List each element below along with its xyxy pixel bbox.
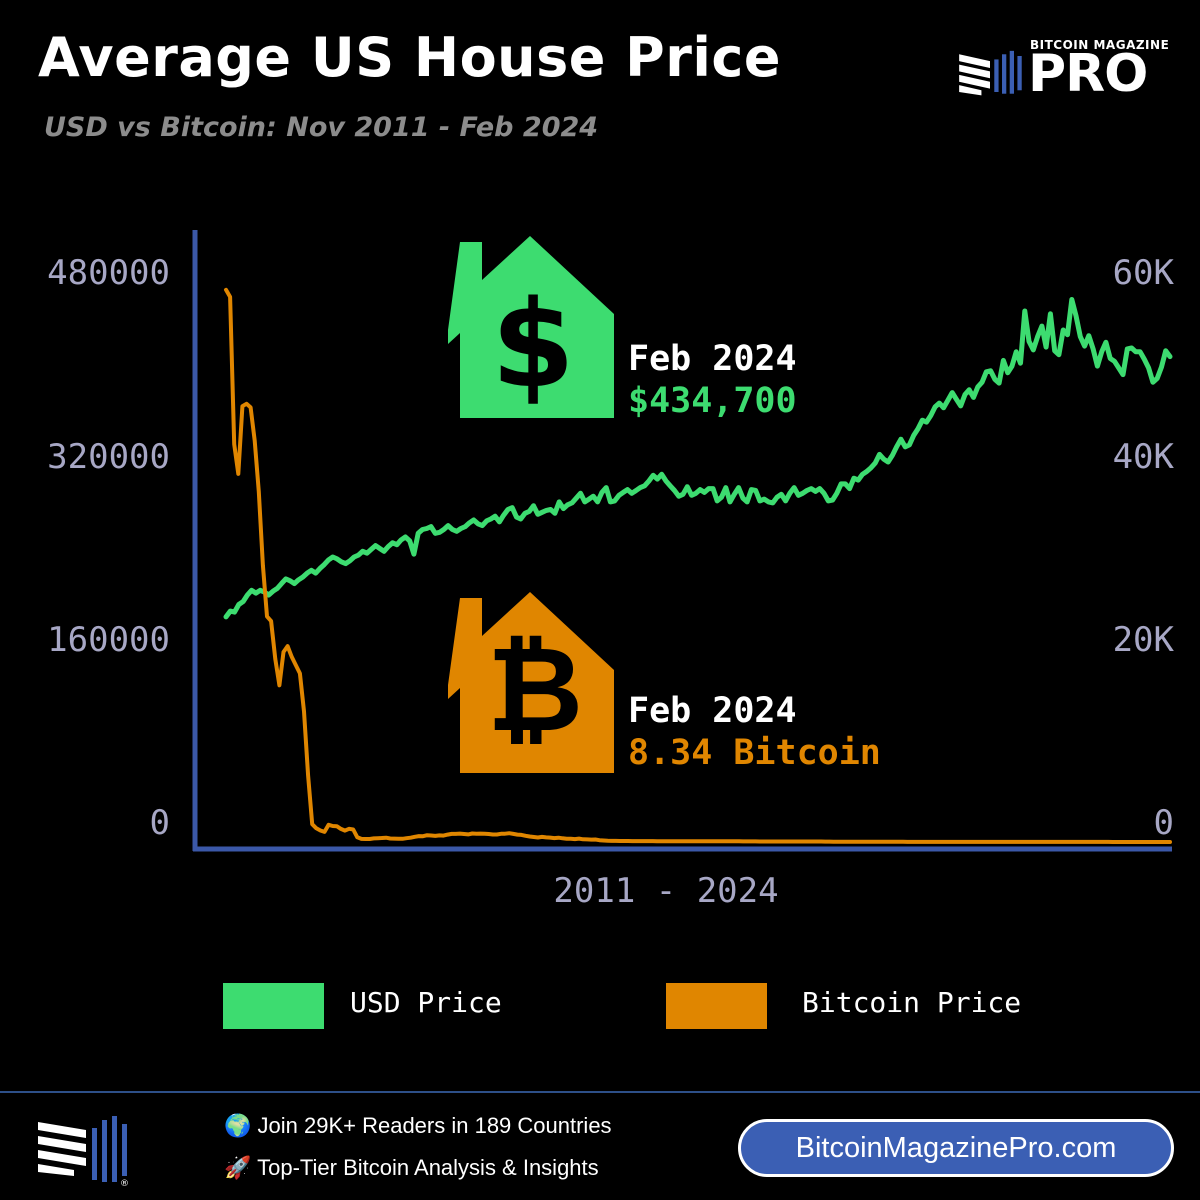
brand-logo-small-text: BITCOIN MAGAZINE [1030,38,1170,52]
legend-swatch-bitcoin [666,983,767,1029]
left-axis-tick-label: 160000 [47,620,170,660]
left-axis-tick-label: 480000 [47,253,170,293]
footer-analysis-text: 🚀 Top-Tier Bitcoin Analysis & Insights [224,1155,599,1180]
chart: 480000 320000 160000 0 60K 40K 20K 0 2011 - 20… [47,230,1175,911]
brand-logo-pro-text: PRO [1028,44,1148,104]
right-axis-tick-label: 40K [1113,437,1175,477]
left-axis-tick-label: 320000 [47,437,170,477]
house-dollar-icon: $ [448,236,614,418]
footer-brand-logo-icon: ® [38,1116,129,1188]
house-bitcoin-icon: ₿ [448,592,614,773]
left-axis-tick-label: 0 [150,803,170,843]
usd-annotation-date: Feb 2024 [628,339,797,379]
footer-divider [0,1091,1200,1093]
legend-swatch-usd [223,983,324,1029]
right-axis-tick-label: 20K [1113,620,1175,660]
legend-label-bitcoin: Bitcoin Price [802,986,1022,1019]
x-axis-label: 2011 - 2024 [553,871,778,911]
usd-price-line [223,297,1173,620]
btc-annotation-date: Feb 2024 [628,691,797,731]
btc-annotation-value: 8.34 Bitcoin [628,733,881,773]
right-axis-tick-label: 0 [1154,803,1174,843]
website-link-button[interactable]: BitcoinMagazinePro.com [738,1119,1174,1177]
svg-text:₿: ₿ [487,620,583,758]
page-subtitle: USD vs Bitcoin: Nov 2011 - Feb 2024 [44,112,599,143]
page-title: Average US House Price [38,26,782,89]
legend-label-usd: USD Price [350,986,502,1019]
usd-annotation-value: $434,700 [628,381,797,421]
bitcoin-price-line [224,287,1172,844]
svg-text:$: $ [491,276,575,415]
brand-logo-icon [959,50,1022,96]
footer-readers-text: 🌍 Join 29K+ Readers in 189 Countries [224,1113,612,1138]
svg-text:®: ® [120,1179,129,1188]
right-axis-tick-label: 60K [1113,253,1175,293]
